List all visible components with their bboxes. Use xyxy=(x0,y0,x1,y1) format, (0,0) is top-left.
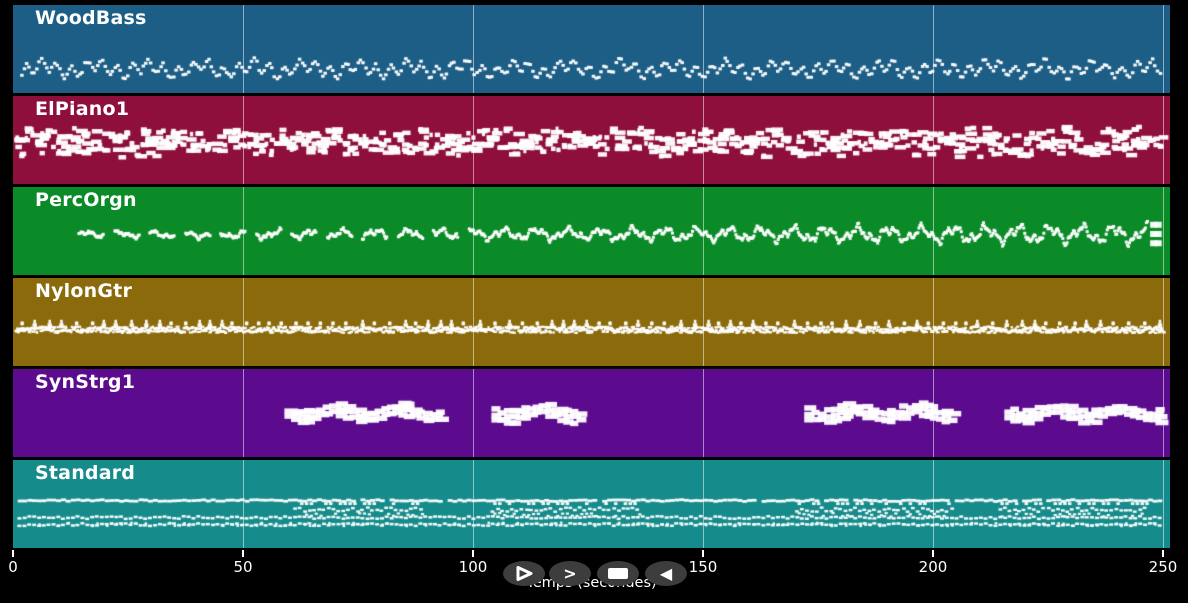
x-axis-tick-mark xyxy=(1162,550,1164,557)
forward-button[interactable]: > xyxy=(549,561,591,586)
rewind-button[interactable]: ◀ xyxy=(645,561,687,586)
track-row-elpiano1: ElPiano1 xyxy=(13,96,1170,184)
x-axis-tick-mark xyxy=(472,550,474,557)
track-name-percorgn: PercOrgn xyxy=(35,189,137,211)
track-notes-canvas xyxy=(13,96,1170,184)
track-notes-canvas xyxy=(13,460,1170,548)
track-row-woodbass: WoodBass xyxy=(13,5,1170,93)
play-icon xyxy=(514,565,534,582)
track-row-nylongtr: NylonGtr xyxy=(13,278,1170,366)
x-axis-tick-mark xyxy=(242,550,244,557)
x-axis-tick-label: 0 xyxy=(8,558,18,576)
play-button[interactable] xyxy=(503,561,545,586)
track-row-percorgn: PercOrgn xyxy=(13,187,1170,275)
x-axis-tick-label: 50 xyxy=(233,558,253,576)
x-axis-tick-label: 200 xyxy=(918,558,948,576)
track-notes-canvas xyxy=(13,278,1170,366)
track-row-standard: Standard xyxy=(13,460,1170,548)
x-axis-tick-label: 150 xyxy=(688,558,718,576)
track-name-woodbass: WoodBass xyxy=(35,7,147,29)
track-row-synstrg1: SynStrg1 xyxy=(13,369,1170,457)
x-axis-tick-mark xyxy=(12,550,14,557)
track-notes-canvas xyxy=(13,369,1170,457)
x-axis-tick-label: 250 xyxy=(1148,558,1178,576)
track-notes-canvas xyxy=(13,5,1170,93)
x-axis-tick-mark xyxy=(702,550,704,557)
x-axis-tick-label: 100 xyxy=(458,558,488,576)
track-name-elpiano1: ElPiano1 xyxy=(35,98,130,120)
stop-icon xyxy=(608,568,628,579)
track-notes-canvas xyxy=(13,187,1170,275)
stop-button[interactable] xyxy=(597,561,639,586)
x-axis-tick-mark xyxy=(932,550,934,557)
track-name-nylongtr: NylonGtr xyxy=(35,280,133,302)
stop-icon xyxy=(608,568,628,579)
forward-icon: > xyxy=(563,563,577,583)
rewind-icon: ◀ xyxy=(659,563,673,583)
track-name-standard: Standard xyxy=(35,462,136,484)
track-name-synstrg1: SynStrg1 xyxy=(35,371,136,393)
x-axis-label: Temps (secondes) xyxy=(526,575,657,591)
